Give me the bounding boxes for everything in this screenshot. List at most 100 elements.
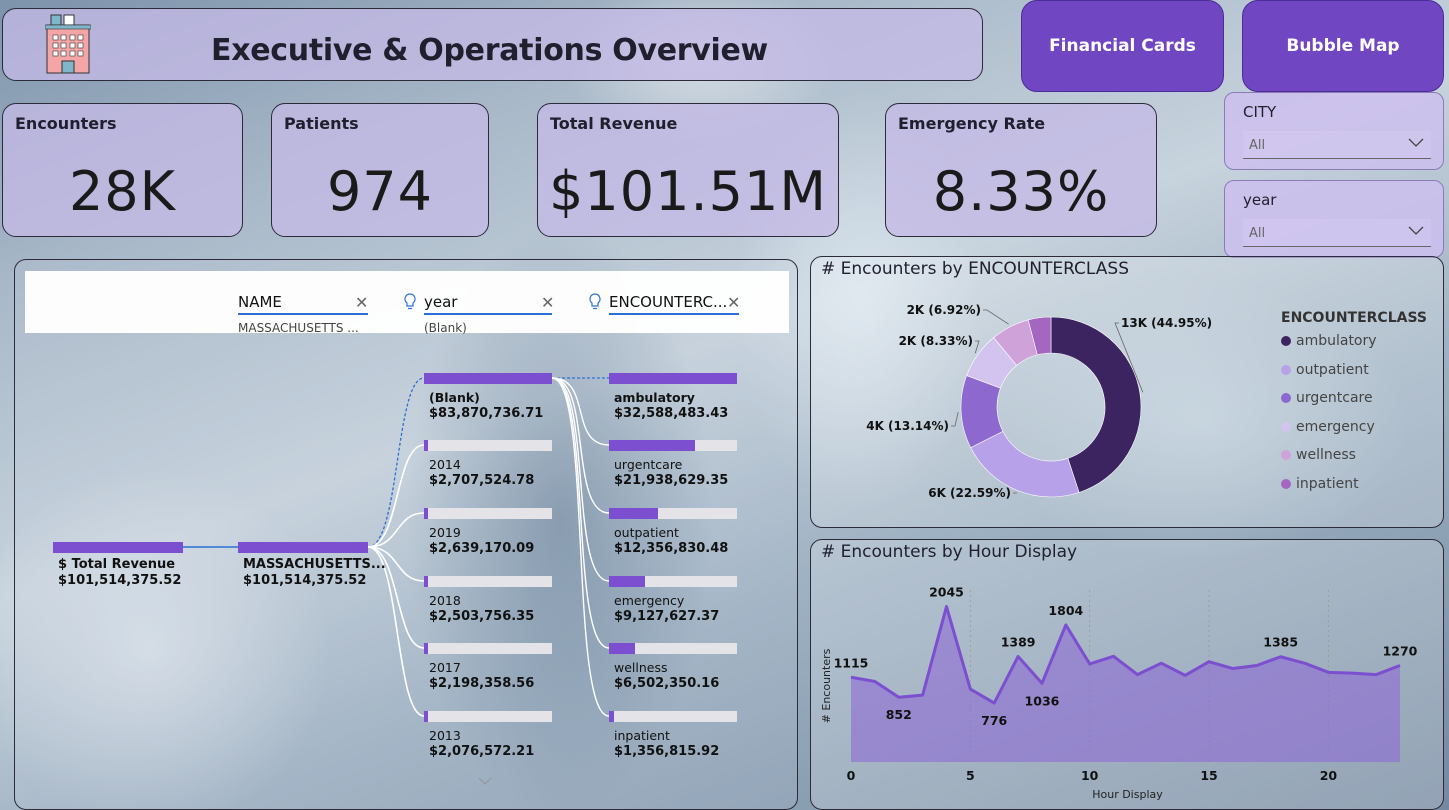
year-node-name: 2019: [429, 525, 461, 540]
chevron-down-icon[interactable]: [478, 776, 492, 786]
city-dropdown[interactable]: All: [1243, 131, 1431, 159]
legend-item-ambulatory[interactable]: ambulatory: [1281, 333, 1377, 349]
kpi-card-emergency-rate: Emergency Rate 8.33%: [885, 103, 1157, 237]
year-bar-track: [424, 576, 552, 587]
state-year-link: [367, 546, 425, 649]
year-bar[interactable]: [424, 373, 552, 384]
encounterclass-donut-card: # Encounters by ENCOUNTERCLASS 13K (44.9…: [810, 256, 1444, 528]
year-node-value: $2,198,358.56: [429, 676, 535, 691]
hospital-icon: [45, 14, 91, 74]
x-axis-label: Hour Display: [1092, 788, 1163, 801]
area-title: # Encounters by Hour Display: [821, 542, 1078, 562]
state-value: $101,514,375.52: [243, 573, 367, 588]
class-bar[interactable]: [609, 373, 737, 384]
lightbulb-icon: [589, 293, 601, 310]
legend-dot: [1281, 336, 1291, 346]
legend-item-outpatient[interactable]: outpatient: [1281, 362, 1369, 378]
class-node-value: $12,356,830.48: [614, 541, 729, 556]
donut-data-label: 4K (13.14%): [866, 419, 949, 433]
legend-item-emergency[interactable]: emergency: [1281, 419, 1375, 435]
level-year-title[interactable]: year: [424, 293, 458, 311]
class-node-name: outpatient: [614, 525, 679, 540]
year-bar[interactable]: [424, 643, 428, 654]
x-tick-label: 0: [847, 768, 856, 783]
area-line: [850, 605, 1401, 705]
class-bar[interactable]: [609, 711, 615, 722]
class-bar-track: [609, 508, 737, 519]
decomposition-tree: NAME ✕ MASSACHUSETTS ... year ✕ (Blank) …: [14, 259, 798, 810]
legend-label: ambulatory: [1296, 333, 1377, 349]
class-bar[interactable]: [609, 643, 635, 654]
area-data-label: 1804: [1048, 603, 1083, 618]
level-class-title[interactable]: ENCOUNTERC...: [609, 293, 728, 311]
close-icon[interactable]: ✕: [727, 293, 741, 312]
donut-leader-line: [974, 340, 980, 354]
year-class-link: [551, 377, 610, 649]
close-icon[interactable]: ✕: [355, 293, 369, 312]
decomp-connectors: [183, 377, 610, 717]
kpi-value: 28K: [68, 160, 177, 223]
y-axis-label: # Encounters: [820, 648, 833, 723]
chevron-down-icon: [1408, 226, 1424, 235]
donut-data-label: 2K (6.92%): [907, 303, 981, 317]
donut-title: # Encounters by ENCOUNTERCLASS: [821, 259, 1129, 279]
level-year-sub: (Blank): [424, 321, 467, 335]
level-name-title[interactable]: NAME: [238, 293, 282, 311]
close-icon[interactable]: ✕: [541, 293, 555, 312]
year-slicer-label: year: [1243, 191, 1277, 209]
legend-dot: [1281, 478, 1291, 489]
class-bar[interactable]: [609, 440, 696, 451]
kpi-card-patients: Patients 974: [271, 103, 489, 237]
bubble-map-button[interactable]: Bubble Map: [1242, 0, 1444, 92]
legend-item-urgentcare[interactable]: urgentcare: [1281, 390, 1373, 406]
kpi-card-encounters: Encounters 28K: [2, 103, 243, 237]
financial-cards-button[interactable]: Financial Cards: [1021, 0, 1224, 92]
city-dropdown-value: All: [1249, 138, 1266, 153]
area-chart[interactable]: 1115 852 2045 776 1389 1036 1804 1385 1270 0 5 10 15…: [811, 540, 1445, 810]
kpi-card-total-revenue: Total Revenue $101.51M: [537, 103, 839, 237]
year-node-name: 2017: [429, 660, 461, 675]
class-bar[interactable]: [609, 508, 658, 519]
class-node-value: $6,502,350.16: [614, 676, 720, 691]
area-fill: [851, 606, 1400, 762]
legend-item-wellness[interactable]: wellness: [1281, 447, 1356, 463]
year-bar[interactable]: [424, 440, 429, 451]
donut-slice-ambulatory: [1050, 316, 1142, 493]
legend-item-inpatient[interactable]: inpatient: [1281, 476, 1359, 492]
year-class-link: [551, 377, 610, 582]
donut-data-label: 13K (44.95%): [1121, 316, 1212, 330]
legend-label: inpatient: [1296, 475, 1359, 492]
kpi-value: $101.51M: [549, 160, 827, 223]
legend-title: ENCOUNTERCLASS: [1281, 310, 1428, 326]
legend-label: wellness: [1296, 447, 1356, 463]
kpi-label: Total Revenue: [550, 114, 678, 133]
donut-chart[interactable]: 13K (44.95%) 6K (22.59%) 4K (13.14%) 2K (8.…: [811, 257, 1445, 529]
year-class-link: [551, 377, 610, 717]
level-underline: [609, 313, 739, 315]
level-name-sub: MASSACHUSETTS ...: [238, 321, 359, 335]
root-bar[interactable]: [53, 542, 183, 553]
legend-label: urgentcare: [1296, 390, 1373, 406]
donut-data-label: 6K (22.59%): [928, 486, 1011, 500]
year-bar[interactable]: [424, 508, 428, 519]
x-tick-label: 15: [1200, 768, 1217, 783]
area-data-label: 2045: [929, 585, 964, 600]
x-tick-label: 5: [966, 768, 975, 783]
decomp-level-header: NAME ✕ MASSACHUSETTS ... year ✕ (Blank) …: [25, 271, 789, 335]
class-node-value: $32,588,483.43: [614, 406, 729, 421]
state-bar[interactable]: [238, 542, 368, 553]
class-bar[interactable]: [609, 576, 645, 587]
level-underline: [424, 313, 552, 315]
year-bar-track: [424, 711, 552, 722]
year-class-link: [551, 377, 610, 514]
donut-slice-inpatient: [1027, 316, 1052, 356]
year-node-name: 2018: [429, 593, 461, 608]
area-data-label: 1270: [1383, 643, 1418, 658]
year-dropdown[interactable]: All: [1243, 219, 1431, 247]
state-year-link: [367, 444, 425, 548]
year-bar[interactable]: [424, 576, 428, 587]
year-class-link: [551, 377, 610, 446]
level-underline: [238, 313, 368, 315]
year-bar[interactable]: [424, 711, 428, 722]
legend-dot: [1281, 450, 1291, 460]
